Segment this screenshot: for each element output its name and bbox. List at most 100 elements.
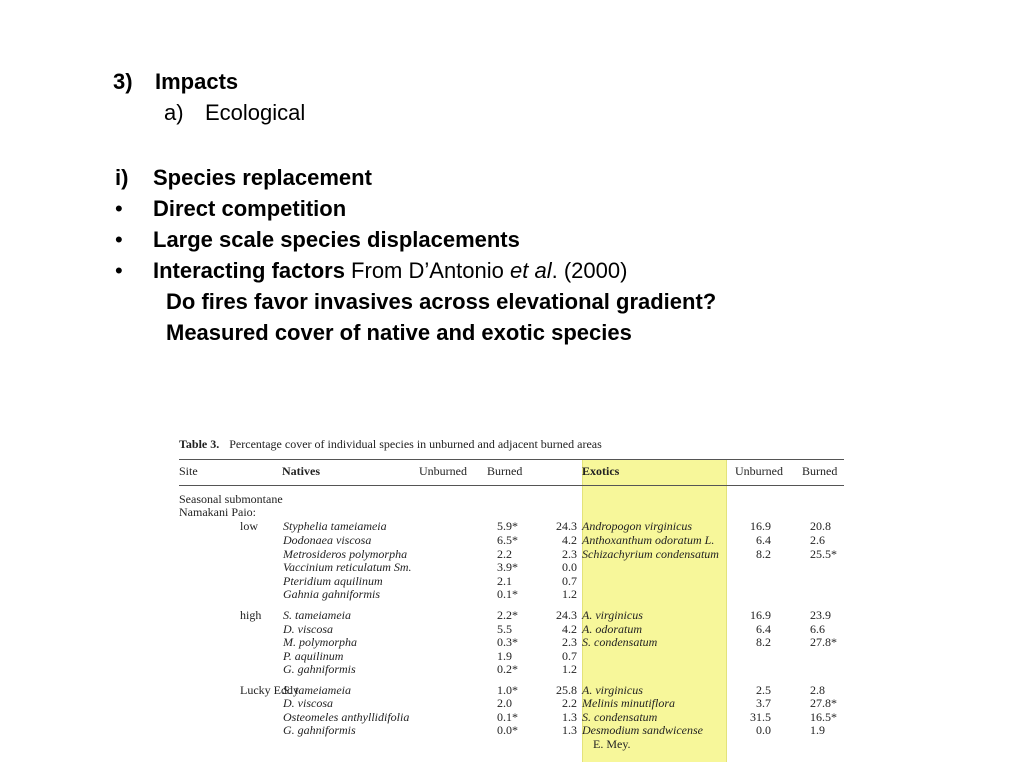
table-cell-nb: 1.0* xyxy=(497,683,518,697)
heading-impacts: 3) Impacts xyxy=(113,69,238,95)
table-cell-native: Styphelia tameiameia xyxy=(283,519,387,533)
header-burned-exotic: Burned xyxy=(802,464,838,478)
table-cell-eb: 27.8* xyxy=(810,696,837,710)
table-cell-nu: 24.3 xyxy=(556,608,577,622)
table-cell-nb: 2.2 xyxy=(497,547,512,561)
table-header-rule xyxy=(179,485,844,486)
table-cell-nb: 2.1 xyxy=(497,574,512,588)
table-cell-nb: 2.0 xyxy=(497,696,512,710)
header-unburned: Unburned xyxy=(419,464,467,478)
table-cell-native: D. viscosa xyxy=(283,622,333,636)
table-cell-exotic: Andropogon virginicus xyxy=(582,519,693,533)
exotic-name-continued: E. Mey. xyxy=(593,737,631,751)
table-cell-nu: 1.3 xyxy=(562,710,577,724)
table-cell-native: S. tameiameia xyxy=(283,608,351,622)
sub-line-question: Do fires favor invasives across elevatio… xyxy=(166,289,717,314)
table-cell-nu: 0.7 xyxy=(562,574,577,588)
subheading-number: a) xyxy=(164,100,184,125)
table-cell-site: Lucky Eddy xyxy=(240,683,299,697)
table-top-rule xyxy=(179,459,844,460)
table-cell-nb: 0.1* xyxy=(497,587,518,601)
table-cell-eb: 1.9 xyxy=(810,723,825,737)
subheading-text: Ecological xyxy=(205,100,306,125)
heading-number: 3) xyxy=(113,69,133,94)
table-cell-native: Vaccinium reticulatum Sm. xyxy=(283,560,412,574)
table-cell-nb: 1.9 xyxy=(497,649,512,663)
table-cell-nu: 2.3 xyxy=(562,635,577,649)
sub-line-measured: Measured cover of native and exotic spec… xyxy=(166,320,632,345)
table-cell-exotic: S. condensatum xyxy=(582,710,658,724)
species-cover-table: Table 3. Percentage cover of individual s… xyxy=(179,433,844,763)
table-cell-eu: 16.9 xyxy=(750,519,771,533)
table-cell-nu: 2.2 xyxy=(562,696,577,710)
table-cell-nu: 0.7 xyxy=(562,649,577,663)
header-site: Site xyxy=(179,464,198,478)
table-cell-nu: 1.3 xyxy=(562,723,577,737)
table-cell-eb: 2.6 xyxy=(810,533,825,547)
heading-text: Impacts xyxy=(155,69,239,94)
table-cell-native: Gahnia gahniformis xyxy=(283,587,381,601)
table-cell-native: G. gahniformis xyxy=(283,662,356,676)
bullet-bold-text: Interacting factors xyxy=(153,258,345,283)
bullet-text: Direct competition xyxy=(153,196,347,221)
table-cell-nb: 0.1* xyxy=(497,710,518,724)
table-cell-eu: 6.4 xyxy=(756,533,771,547)
header-natives: Natives xyxy=(282,464,320,478)
point-number: i) xyxy=(115,165,129,190)
table-cell-eb: 16.5* xyxy=(810,710,837,724)
group-label: Seasonal submontane xyxy=(179,492,283,506)
bullet-icon: • xyxy=(115,227,123,252)
point-species-replacement: i) Species replacement xyxy=(115,165,372,191)
table-cell-native: D. viscosa xyxy=(283,696,333,710)
table-cell-exotic: A. odoratum xyxy=(582,622,642,636)
table-cell-eu: 8.2 xyxy=(756,635,771,649)
table-cell-nu: 4.2 xyxy=(562,622,577,636)
table-cell-exotic: Melinis minutiflora xyxy=(582,696,675,710)
table-cell-exotic: A. virginicus xyxy=(582,608,643,622)
table-cell-eu: 3.7 xyxy=(756,696,771,710)
bullet-text: Large scale species displacements xyxy=(153,227,520,252)
table-cell-nu: 24.3 xyxy=(556,519,577,533)
table-cell-native: Pteridium aquilinum xyxy=(283,574,383,588)
bullet-text: Interacting factors From D’Antonio et al… xyxy=(153,258,627,284)
table-cell-site: high xyxy=(240,608,262,622)
table-cell-nb: 5.5 xyxy=(497,622,512,636)
bullet-icon: • xyxy=(115,258,123,283)
table-cell-nb: 0.0* xyxy=(497,723,518,737)
table-caption-text: Percentage cover of individual species i… xyxy=(229,437,602,451)
table-cell-eu: 31.5 xyxy=(750,710,771,724)
table-cell-native: Dodonaea viscosa xyxy=(283,533,372,547)
table-cell-eb: 20.8 xyxy=(810,519,831,533)
table-cell-eb: 23.9 xyxy=(810,608,831,622)
table-cell-eb: 2.8 xyxy=(810,683,825,697)
table-caption: Table 3. Percentage cover of individual s… xyxy=(179,437,602,452)
table-cell-eu: 8.2 xyxy=(756,547,771,561)
table-cell-nb: 6.5* xyxy=(497,533,518,547)
table-cell-nb: 0.2* xyxy=(497,662,518,676)
table-cell-nu: 1.2 xyxy=(562,662,577,676)
exotics-highlight xyxy=(582,460,727,762)
table-cell-nu: 1.2 xyxy=(562,587,577,601)
table-cell-nu: 2.3 xyxy=(562,547,577,561)
bullet-icon: • xyxy=(115,196,123,221)
table-cell-native: M. polymorpha xyxy=(283,635,357,649)
citation-year: . (2000) xyxy=(551,258,628,283)
group-sublabel: Namakani Paio: xyxy=(179,505,256,519)
table-cell-exotic: S. condensatum xyxy=(582,635,658,649)
table-cell-nb: 5.9* xyxy=(497,519,518,533)
table-cell-nu: 25.8 xyxy=(556,683,577,697)
header-unburned-exotic: Unburned xyxy=(735,464,783,478)
table-cell-native: S. tameiameia xyxy=(283,683,351,697)
table-cell-eu: 6.4 xyxy=(756,622,771,636)
header-exotics: Exotics xyxy=(582,464,620,478)
table-cell-eu: 2.5 xyxy=(756,683,771,697)
citation-from: From D’Antonio xyxy=(344,258,510,283)
table-cell-nb: 2.2* xyxy=(497,608,518,622)
point-text: Species replacement xyxy=(153,165,372,190)
table-cell-eb: 25.5* xyxy=(810,547,837,561)
table-cell-native: Osteomeles anthyllidifolia xyxy=(283,710,410,724)
table-cell-site: low xyxy=(240,519,258,533)
table-label: Table 3. xyxy=(179,437,220,451)
table-cell-native: G. gahniformis xyxy=(283,723,356,737)
table-cell-exotic: A. virginicus xyxy=(582,683,643,697)
